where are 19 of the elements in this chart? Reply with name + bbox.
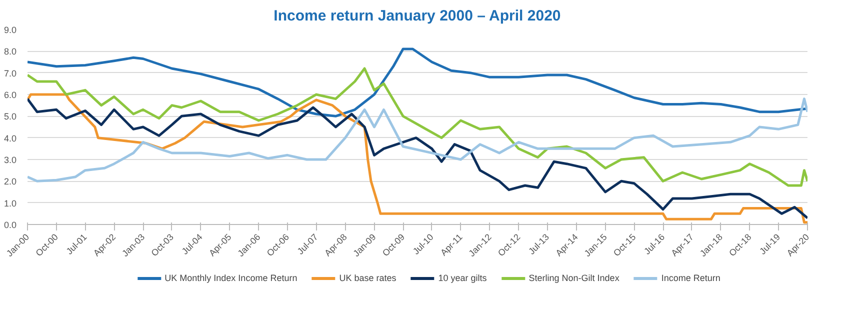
y-tick-label: 6.0 <box>4 90 17 100</box>
line-series <box>28 48 808 118</box>
legend-label: UK base rates <box>339 273 396 283</box>
y-tick-label: 9.0 <box>4 25 17 35</box>
y-tick-label: 2.0 <box>4 176 17 187</box>
y-tick-label: 4.0 <box>4 133 17 144</box>
legend-label: Income Return <box>661 273 720 283</box>
chart-title: Income return January 2000 – April 2020 <box>274 8 561 24</box>
y-tick-label: 1.0 <box>4 198 17 208</box>
y-tick-label: 3.0 <box>4 155 17 165</box>
y-tick-label: 8.0 <box>4 46 17 57</box>
y-tick-label: 5.0 <box>4 112 17 122</box>
legend-label: Sterling Non-Gilt Index <box>528 273 620 283</box>
line-series <box>28 98 808 182</box>
legend-label: 10 year gilts <box>438 273 487 283</box>
y-tick-label: 7.0 <box>4 68 17 78</box>
y-tick-label: 0.0 <box>4 220 17 230</box>
line-series <box>28 67 808 187</box>
legend-label: UK Monthly Index Income Return <box>164 273 298 283</box>
